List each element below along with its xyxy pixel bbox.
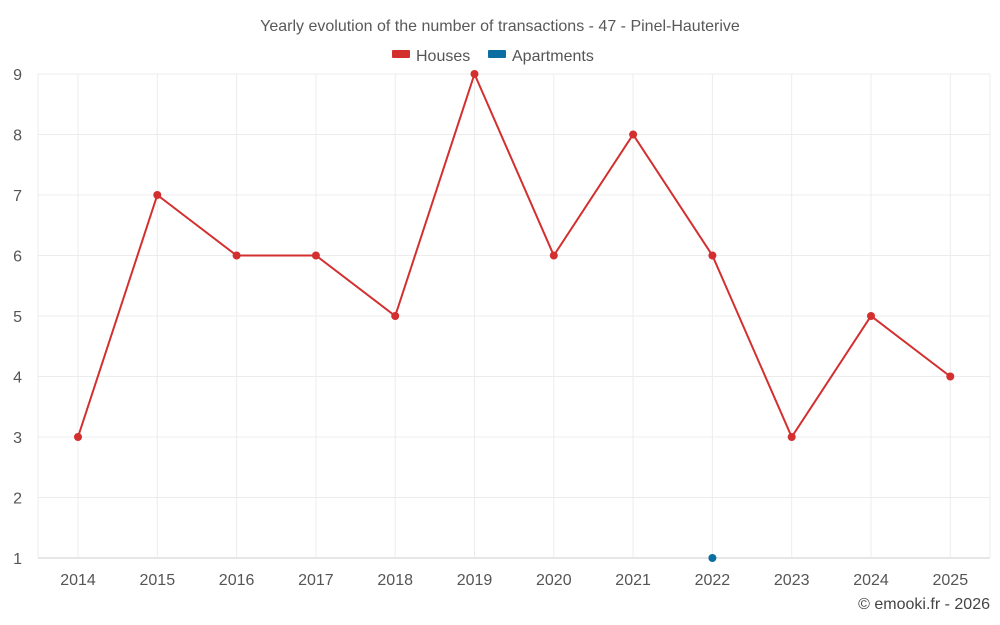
y-tick-label: 2 bbox=[13, 491, 22, 508]
x-tick-label: 2018 bbox=[377, 572, 413, 589]
credit-text: © emooki.fr - 2026 bbox=[858, 596, 990, 613]
data-point-houses[interactable] bbox=[311, 251, 320, 260]
data-point-houses[interactable] bbox=[787, 433, 796, 441]
y-tick-label: 1 bbox=[13, 551, 22, 568]
y-tick-label: 5 bbox=[13, 309, 22, 326]
x-tick-label: 2017 bbox=[298, 572, 334, 589]
data-point-houses[interactable] bbox=[549, 251, 558, 260]
series-line-houses bbox=[77, 71, 951, 440]
legend-label-apartments: Apartments bbox=[512, 48, 594, 65]
data-point-houses[interactable] bbox=[74, 433, 82, 441]
grid bbox=[37, 73, 991, 559]
data-point-houses[interactable] bbox=[708, 251, 717, 260]
x-tick-label: 2019 bbox=[457, 572, 493, 589]
series-apartments bbox=[708, 554, 717, 562]
y-tick-label: 9 bbox=[13, 67, 22, 84]
y-tick-label: 6 bbox=[13, 249, 22, 266]
y-tick-label: 3 bbox=[13, 430, 22, 447]
y-tick-label: 8 bbox=[13, 128, 22, 145]
legend-swatch-apartments bbox=[488, 50, 506, 58]
data-point-houses[interactable] bbox=[946, 372, 955, 381]
legend-label-houses: Houses bbox=[416, 48, 470, 65]
y-axis: 1 2 3 4 5 6 7 8 9 bbox=[13, 67, 22, 568]
series-group bbox=[74, 70, 955, 562]
x-tick-label: 2021 bbox=[615, 572, 651, 589]
data-point-houses[interactable] bbox=[391, 312, 400, 320]
data-point-houses[interactable] bbox=[232, 251, 241, 260]
x-tick-label: 2022 bbox=[695, 572, 731, 589]
data-point-apartments[interactable] bbox=[708, 554, 717, 562]
x-tick-label: 2016 bbox=[219, 572, 255, 589]
data-point-houses[interactable] bbox=[470, 70, 479, 78]
legend-swatch-houses bbox=[392, 50, 410, 58]
data-point-houses[interactable] bbox=[629, 130, 638, 139]
data-point-houses[interactable] bbox=[153, 191, 162, 199]
data-point-houses[interactable] bbox=[867, 312, 875, 320]
x-tick-label: 2015 bbox=[140, 572, 176, 589]
y-tick-label: 7 bbox=[13, 188, 22, 205]
y-tick-label: 4 bbox=[13, 370, 22, 387]
x-tick-label: 2023 bbox=[774, 572, 810, 589]
x-tick-label: 2014 bbox=[60, 572, 96, 589]
chart-title: Yearly evolution of the number of transa… bbox=[260, 18, 740, 35]
x-tick-label: 2024 bbox=[853, 572, 889, 589]
x-tick-label: 2025 bbox=[933, 572, 969, 589]
legend: Houses Apartments bbox=[392, 48, 594, 65]
x-axis: 2014 2015 2016 2017 2018 2019 2020 2021 2022 2023… bbox=[60, 572, 968, 589]
series-houses bbox=[74, 70, 955, 441]
x-tick-label: 2020 bbox=[536, 572, 572, 589]
